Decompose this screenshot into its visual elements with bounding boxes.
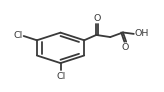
Text: OH: OH — [134, 29, 149, 38]
Text: Cl: Cl — [57, 72, 66, 81]
Text: Cl: Cl — [14, 31, 23, 40]
Text: O: O — [122, 43, 129, 52]
Text: O: O — [94, 14, 101, 23]
